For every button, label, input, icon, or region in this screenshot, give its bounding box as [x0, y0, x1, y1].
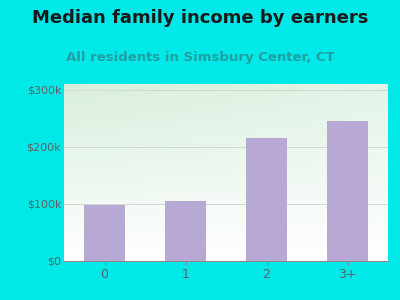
- Bar: [246, 138, 287, 261]
- Text: Median family income by earners: Median family income by earners: [32, 9, 368, 27]
- Bar: [327, 121, 368, 261]
- Bar: [84, 205, 125, 261]
- Text: All residents in Simsbury Center, CT: All residents in Simsbury Center, CT: [66, 51, 334, 64]
- Bar: [165, 201, 206, 261]
